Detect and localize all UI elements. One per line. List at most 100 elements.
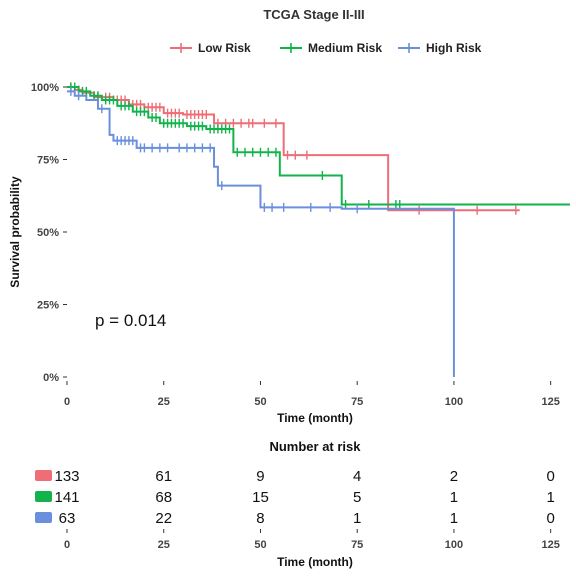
censor-mark-high-risk [67, 86, 75, 96]
y-tick-label: 25% [37, 300, 59, 312]
risk-count: 22 [155, 510, 172, 527]
risk-count: 0 [546, 510, 554, 527]
censor-mark-medium-risk [152, 112, 160, 122]
risk-x-tick-label: 0 [64, 539, 70, 551]
censor-mark-medium-risk [233, 147, 241, 157]
censor-mark-high-risk [326, 202, 334, 212]
censor-mark-low-risk [249, 118, 257, 128]
censor-mark-high-risk [140, 143, 148, 153]
censor-mark-high-risk [280, 202, 288, 212]
censor-mark-low-risk [237, 118, 245, 128]
censor-mark-low-risk [303, 150, 311, 160]
risk-count: 0 [546, 468, 554, 485]
censor-mark-low-risk [291, 150, 299, 160]
y-tick-label: 75% [37, 155, 59, 167]
risk-count: 2 [450, 468, 458, 485]
censor-mark-high-risk [75, 91, 83, 101]
plot-area: 0% 25% 50% 75% 100% 0 25 50 75 100 125 [31, 82, 570, 408]
censor-mark-high-risk [148, 143, 156, 153]
series-line-low-risk [67, 86, 520, 212]
risk-count: 63 [59, 510, 76, 527]
censor-mark-medium-risk [272, 147, 280, 157]
censor-mark-high-risk [164, 143, 172, 153]
p-value-label: p = 0.014 [95, 311, 166, 330]
censor-mark-high-risk [353, 204, 361, 214]
risk-row-key-medium-risk [35, 491, 52, 502]
risk-x-tick-label: 100 [445, 539, 463, 551]
y-tick-label: 100% [31, 82, 59, 94]
censor-mark-medium-risk [264, 147, 272, 157]
legend-label-high-risk: High Risk [426, 41, 482, 55]
risk-count: 1 [450, 510, 458, 527]
x-tick-label: 25 [158, 396, 170, 408]
x-axis-title: Time (month) [277, 411, 353, 425]
risk-row-key-low-risk [35, 470, 52, 481]
censor-mark-high-risk [260, 202, 268, 212]
censor-mark-medium-risk [241, 147, 249, 157]
risk-count: 133 [54, 468, 79, 485]
censor-mark-high-risk [175, 143, 183, 153]
censor-mark-high-risk [183, 143, 191, 153]
censor-mark-low-risk [229, 118, 237, 128]
legend-label-low-risk: Low Risk [198, 41, 251, 55]
risk-table-title: Number at risk [269, 439, 361, 454]
risk-x-tick-label: 75 [351, 539, 363, 551]
censor-mark-high-risk [268, 202, 276, 212]
legend-label-medium-risk: Medium Risk [308, 41, 382, 55]
censor-mark-medium-risk [226, 124, 234, 134]
risk-count: 1 [450, 489, 458, 506]
censor-mark-high-risk [218, 181, 226, 191]
risk-table-x-axis-title: Time (month) [277, 555, 353, 569]
censor-mark-medium-risk [179, 118, 187, 128]
censor-mark-high-risk [206, 143, 214, 153]
x-tick-label: 75 [351, 396, 363, 408]
x-tick-label: 0 [64, 396, 70, 408]
risk-count: 9 [256, 468, 264, 485]
censor-mark-high-risk [156, 143, 164, 153]
censor-mark-low-risk [175, 108, 183, 118]
risk-x-tick-label: 50 [254, 539, 266, 551]
chart-title: TCGA Stage II-III [263, 7, 364, 22]
censor-mark-low-risk [415, 205, 423, 215]
y-axis-title: Survival probability [8, 176, 22, 288]
censor-mark-high-risk [307, 202, 315, 212]
legend-key-cross [405, 43, 413, 53]
risk-x-tick-label: 125 [541, 539, 559, 551]
x-tick-label: 125 [541, 396, 559, 408]
y-tick-label: 50% [37, 227, 59, 239]
risk-count: 5 [353, 489, 361, 506]
y-tick-label: 0% [43, 372, 59, 384]
series-line-high-risk [67, 90, 455, 377]
risk-count: 141 [54, 489, 79, 506]
censor-mark-medium-risk [396, 199, 404, 209]
risk-count: 1 [353, 510, 361, 527]
censor-mark-medium-risk [365, 199, 373, 209]
censor-mark-medium-risk [256, 147, 264, 157]
censor-mark-high-risk [191, 143, 199, 153]
censor-mark-medium-risk [94, 91, 102, 101]
censor-mark-medium-risk [318, 170, 326, 180]
risk-row-key-high-risk [35, 512, 52, 523]
risk-count: 61 [155, 468, 172, 485]
censor-mark-low-risk [284, 150, 292, 160]
censor-mark-medium-risk [109, 95, 117, 105]
legend-key-cross [177, 43, 185, 53]
censor-mark-low-risk [156, 102, 164, 112]
censor-mark-low-risk [202, 110, 210, 120]
risk-count: 68 [155, 489, 172, 506]
risk-x-tick-label: 25 [158, 539, 170, 551]
censor-mark-high-risk [198, 143, 206, 153]
legend: Low Risk Medium Risk High Risk [170, 41, 482, 55]
censor-mark-medium-risk [198, 121, 206, 131]
censor-mark-low-risk [260, 118, 268, 128]
x-tick-label: 100 [445, 396, 463, 408]
censor-mark-medium-risk [82, 86, 90, 96]
x-tick-label: 50 [254, 396, 266, 408]
censor-mark-medium-risk [125, 101, 133, 111]
censor-mark-low-risk [272, 118, 280, 128]
risk-count: 8 [256, 510, 264, 527]
risk-count: 1 [546, 489, 554, 506]
censor-mark-low-risk [473, 205, 481, 215]
